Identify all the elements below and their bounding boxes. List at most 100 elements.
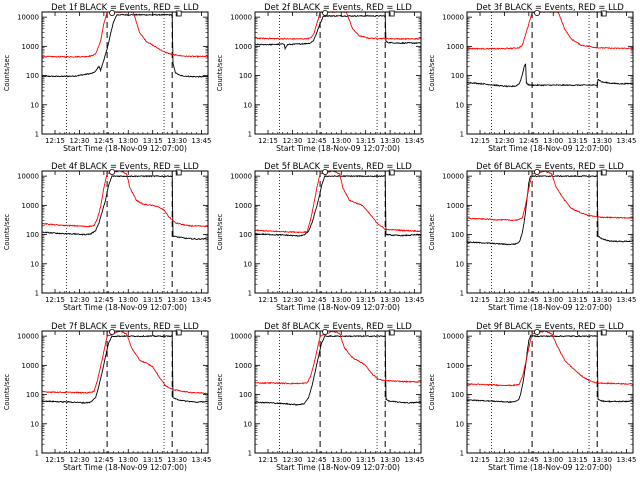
circle-marker <box>534 9 541 16</box>
x-tick-label: 13:00 <box>331 296 351 304</box>
plot-frame <box>254 11 422 135</box>
square-marker <box>600 169 607 176</box>
y-tick-label: 100 <box>451 231 464 239</box>
x-tick-label: 12:15 <box>258 296 278 304</box>
y-tick-label: 10000 <box>442 333 464 341</box>
panel-3: Det 3f BLACK = Events, RED = LLD 12:15 12:… <box>428 2 636 153</box>
panel-7: Det 7f BLACK = Events, RED = LLD 12:15 12:… <box>3 321 211 472</box>
x-tick-label: 12:15 <box>258 137 278 145</box>
series-lld-line <box>42 12 208 59</box>
x-tick-label: 13:45 <box>405 456 425 464</box>
x-tick-label: 12:15 <box>45 296 65 304</box>
panel-title: Det 4f BLACK = Events, RED = LLD <box>51 161 199 171</box>
square-marker <box>600 329 607 336</box>
series-lld-line <box>255 331 421 385</box>
x-tick-label: 13:30 <box>380 137 400 145</box>
x-tick-label: 13:00 <box>118 296 138 304</box>
x-tick-label: 13:45 <box>617 296 637 304</box>
x-tick-label: 12:30 <box>283 137 303 145</box>
circle-marker <box>534 168 541 175</box>
circle-marker <box>322 168 329 175</box>
x-tick-label: 12:45 <box>519 296 539 304</box>
y-tick-label: 1000 <box>234 202 252 210</box>
panel-title: Det 8f BLACK = Events, RED = LLD <box>264 321 412 331</box>
x-tick-label: 12:15 <box>258 456 278 464</box>
y-axis-label: Counts/sec <box>3 373 11 410</box>
plot-frame <box>254 170 422 294</box>
series-events-line <box>467 334 633 404</box>
y-tick-label: 100 <box>26 231 39 239</box>
y-tick-label: 1 <box>248 450 252 458</box>
x-tick-label: 13:45 <box>192 456 212 464</box>
y-tick-label: 10 <box>455 260 464 268</box>
series-lld-line <box>467 331 633 387</box>
plot-frame <box>466 330 634 454</box>
y-tick-label: 100 <box>451 391 464 399</box>
y-tick-label: 10000 <box>230 333 252 341</box>
x-tick-label: 13:45 <box>617 456 637 464</box>
x-tick-label: 13:00 <box>118 456 138 464</box>
x-tick-label: 12:30 <box>70 137 90 145</box>
series-events-line <box>255 14 421 51</box>
y-tick-label: 1 <box>460 450 464 458</box>
x-tick-label: 13:30 <box>167 137 187 145</box>
y-tick-label: 100 <box>239 391 252 399</box>
y-axis-label: Counts/sec <box>216 213 224 250</box>
x-axis-label: Start Time (18-Nov-09 12:07:00) <box>488 144 612 153</box>
x-tick-label: 13:30 <box>380 296 400 304</box>
panel-6: Det 6f BLACK = Events, RED = LLD 12:15 12:… <box>428 161 636 312</box>
x-tick-label: 12:15 <box>470 296 490 304</box>
circle-marker <box>322 9 329 16</box>
y-tick-label: 1 <box>35 131 39 139</box>
circle-marker <box>534 328 541 335</box>
x-tick-label: 13:30 <box>167 296 187 304</box>
y-tick-label: 10 <box>30 260 39 268</box>
y-tick-label: 1000 <box>21 362 39 370</box>
x-axis-label: Start Time (18-Nov-09 12:07:00) <box>276 144 400 153</box>
y-tick-label: 1 <box>248 290 252 298</box>
square-marker <box>175 169 182 176</box>
circle-marker <box>109 9 116 16</box>
panel-8: Det 8f BLACK = Events, RED = LLD 12:15 12:… <box>216 321 424 472</box>
x-tick-label: 12:15 <box>45 137 65 145</box>
y-tick-label: 10000 <box>442 173 464 181</box>
panel-2: Det 2f BLACK = Events, RED = LLD 12:15 12:… <box>216 2 424 153</box>
x-axis-label: Start Time (18-Nov-09 12:07:00) <box>63 303 187 312</box>
x-tick-label: 12:45 <box>307 137 327 145</box>
y-tick-label: 10000 <box>17 14 39 22</box>
circle-marker <box>109 168 116 175</box>
x-tick-label: 12:30 <box>495 137 515 145</box>
y-tick-label: 10 <box>30 101 39 109</box>
square-marker <box>175 10 182 17</box>
x-tick-label: 12:45 <box>94 456 114 464</box>
x-tick-label: 13:45 <box>192 137 212 145</box>
x-tick-label: 13:45 <box>405 296 425 304</box>
y-tick-label: 1 <box>35 290 39 298</box>
x-tick-label: 12:15 <box>45 456 65 464</box>
y-axis-label: Counts/sec <box>3 54 11 91</box>
panel-title: Det 6f BLACK = Events, RED = LLD <box>476 161 624 171</box>
plot-frame <box>41 11 209 135</box>
plot-frame <box>41 170 209 294</box>
x-tick-label: 13:15 <box>356 456 376 464</box>
y-tick-label: 100 <box>451 72 464 80</box>
x-tick-label: 13:15 <box>143 296 163 304</box>
x-axis-label: Start Time (18-Nov-09 12:07:00) <box>276 303 400 312</box>
x-tick-label: 13:30 <box>592 456 612 464</box>
panel-title: Det 9f BLACK = Events, RED = LLD <box>476 321 624 331</box>
y-tick-label: 10000 <box>17 173 39 181</box>
x-tick-label: 13:00 <box>331 137 351 145</box>
plot-frame <box>254 330 422 454</box>
y-tick-label: 100 <box>239 231 252 239</box>
y-tick-label: 1000 <box>446 362 464 370</box>
x-axis-label: Start Time (18-Nov-09 12:07:00) <box>63 463 187 472</box>
x-tick-label: 12:45 <box>307 456 327 464</box>
square-marker <box>388 329 395 336</box>
y-tick-label: 1 <box>35 450 39 458</box>
y-tick-label: 100 <box>26 72 39 80</box>
series-events-line <box>42 13 208 78</box>
x-tick-label: 13:30 <box>167 456 187 464</box>
panel-5: Det 5f BLACK = Events, RED = LLD 12:15 12:… <box>216 161 424 312</box>
y-tick-label: 10 <box>243 260 252 268</box>
x-axis-label: Start Time (18-Nov-09 12:07:00) <box>276 463 400 472</box>
